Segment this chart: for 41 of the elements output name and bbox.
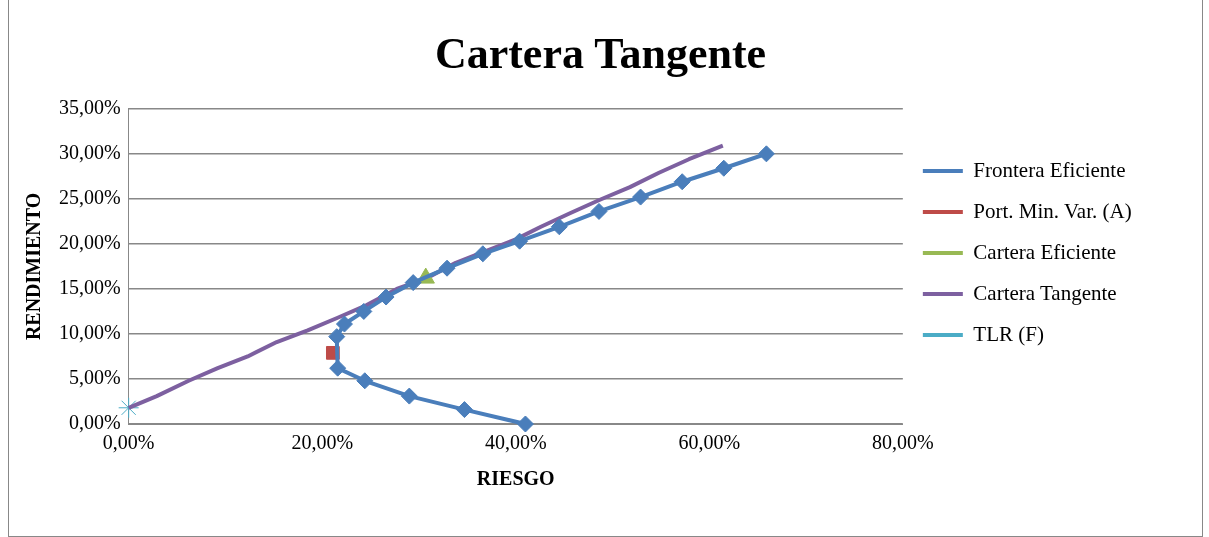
point bbox=[474, 245, 492, 263]
point bbox=[511, 232, 529, 250]
point bbox=[328, 328, 346, 346]
point bbox=[550, 218, 568, 236]
point bbox=[335, 315, 353, 333]
point bbox=[757, 145, 775, 163]
legend-label: Frontera Eficiente bbox=[973, 157, 1126, 182]
point bbox=[355, 302, 373, 320]
legend-label: Port. Min. Var. (A) bbox=[973, 198, 1132, 223]
y-tick-label: 15,00% bbox=[58, 276, 121, 299]
x-tick-label: 60,00% bbox=[678, 431, 741, 454]
y-tick-label: 10,00% bbox=[58, 321, 121, 344]
x-tick-label: 80,00% bbox=[872, 431, 934, 454]
point bbox=[329, 359, 347, 377]
x-tick-label: 20,00% bbox=[291, 431, 354, 454]
x-tick-label: 0,00% bbox=[102, 431, 155, 454]
point bbox=[400, 387, 418, 405]
point bbox=[377, 288, 395, 306]
y-tick-label: 20,00% bbox=[58, 231, 121, 254]
point bbox=[715, 159, 733, 177]
point bbox=[590, 202, 608, 220]
point bbox=[516, 415, 534, 433]
x-tick-label: 40,00% bbox=[484, 431, 547, 454]
legend-label: Cartera Tangente bbox=[973, 280, 1117, 305]
x-axis-title: RIESGO bbox=[476, 467, 555, 490]
y-tick-label: 35,00% bbox=[58, 96, 121, 119]
legend-label: Cartera Eficiente bbox=[973, 239, 1117, 264]
point bbox=[356, 372, 374, 390]
chart-title: Cartera Tangente bbox=[434, 28, 767, 78]
point bbox=[673, 173, 691, 191]
y-tick-label: 25,00% bbox=[58, 186, 121, 209]
point bbox=[438, 259, 456, 277]
y-tick-label: 0,00% bbox=[68, 411, 121, 434]
y-tick-label: 30,00% bbox=[58, 141, 121, 164]
point bbox=[404, 274, 422, 292]
point bbox=[455, 401, 473, 419]
point bbox=[632, 188, 650, 206]
y-axis-title: RENDIMIENTO bbox=[22, 192, 45, 341]
point bbox=[118, 397, 140, 419]
y-tick-label: 5,00% bbox=[68, 366, 121, 389]
legend-label: TLR (F) bbox=[973, 321, 1044, 346]
